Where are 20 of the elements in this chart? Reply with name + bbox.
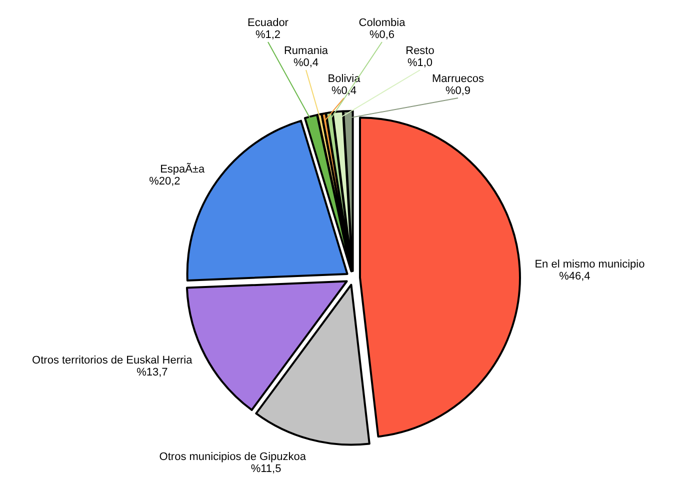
data-label: %13,7 xyxy=(136,366,168,378)
data-label: %0,4 xyxy=(331,85,357,97)
slice-label: EspaÃ±a xyxy=(160,162,206,176)
data-label: %0,4 xyxy=(293,57,319,69)
data-label: %0,9 xyxy=(445,85,471,97)
slice-label: Otros municipios de Gipuzkoa xyxy=(159,450,307,463)
data-label: %1,0 xyxy=(407,57,433,69)
data-label: %1,2 xyxy=(255,29,281,41)
slice-label: Ecuador xyxy=(248,17,289,29)
slice-label: En el mismo municipio xyxy=(534,258,645,271)
data-label: %11,5 xyxy=(250,462,282,475)
slice-label: Colombia xyxy=(358,17,406,29)
data-label: %0,6 xyxy=(369,29,395,41)
data-label: %46,4 xyxy=(559,270,590,283)
slice-label: Marruecos xyxy=(432,73,484,85)
slice-label: Bolivia xyxy=(328,73,362,85)
slice-label: Otros territorios de Euskal Herria xyxy=(32,354,194,366)
data-label: %20,2 xyxy=(149,176,180,188)
slice-label: Resto xyxy=(406,45,434,57)
slice-label: Rumania xyxy=(284,45,329,57)
